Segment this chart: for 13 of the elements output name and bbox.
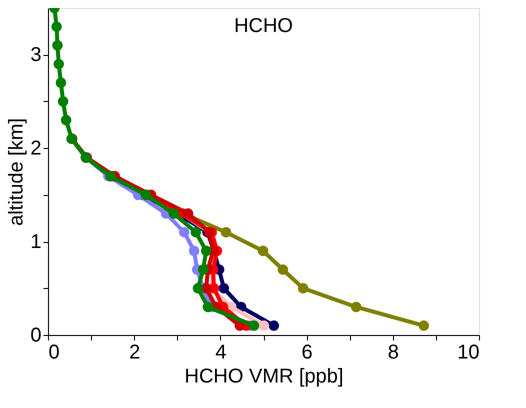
x-tick-label: 8 xyxy=(388,342,399,364)
y-tick-label: 3 xyxy=(30,44,42,66)
x-tick-label: 4 xyxy=(215,342,226,364)
x-tick-label: 2 xyxy=(129,342,140,364)
y-tick-label: 0 xyxy=(30,324,42,346)
y-tick-label: 1 xyxy=(30,231,42,254)
chart-title: HCHO xyxy=(234,15,293,37)
x-axis-title: HCHO VMR [ppb] xyxy=(184,366,344,388)
x-tick-label: 6 xyxy=(302,342,313,364)
y-tick-label: 2 xyxy=(30,138,42,160)
y-axis-title: altitude [km] xyxy=(5,118,28,226)
x-tick-label: 0 xyxy=(48,342,60,364)
x-tick-label: 10 xyxy=(457,342,480,364)
